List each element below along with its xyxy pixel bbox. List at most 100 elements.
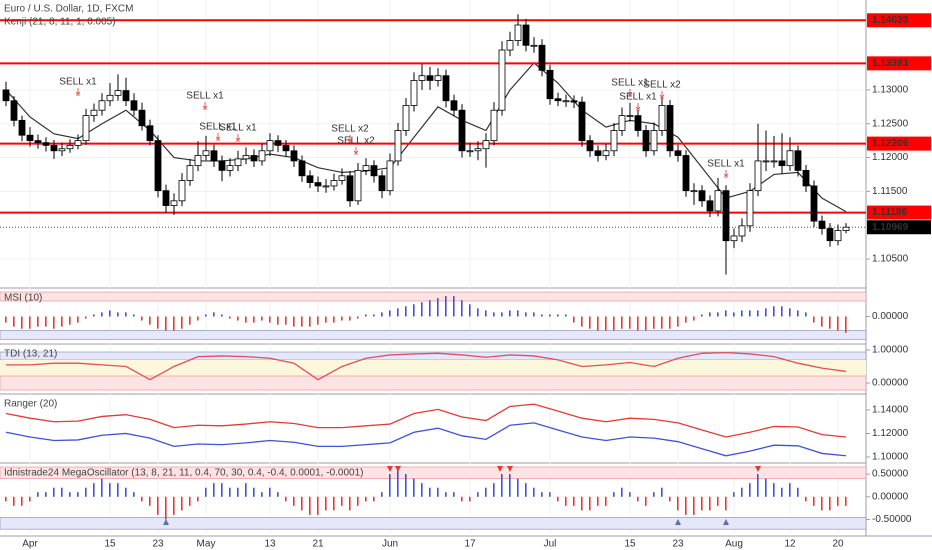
histogram-bar: [397, 469, 399, 497]
candle-body: [146, 125, 154, 142]
histogram-bar: [285, 496, 287, 502]
candle-body: [186, 165, 194, 181]
histogram-bar: [373, 314, 375, 317]
signal-arrow: [215, 133, 221, 141]
histogram-bar: [405, 306, 407, 317]
histogram-bar: [205, 314, 207, 317]
histogram-bar: [421, 302, 423, 317]
histogram-bar: [637, 316, 639, 331]
candle-body: [682, 155, 690, 192]
signal-arrow: [353, 147, 359, 155]
candle-body: [554, 98, 562, 102]
histogram-bar: [821, 316, 823, 327]
histogram-bar: [613, 316, 615, 331]
histogram-bar: [765, 478, 767, 497]
histogram-bar: [621, 487, 623, 497]
histogram-bar: [749, 483, 751, 497]
candle-body: [730, 235, 738, 242]
histogram-bar: [77, 492, 79, 497]
level-label-box: [867, 13, 931, 28]
histogram-bar: [429, 487, 431, 497]
histogram-bar: [45, 492, 47, 497]
histogram-bar: [605, 496, 607, 506]
signal-label: SELL x2: [331, 124, 369, 135]
candle-body: [50, 144, 58, 152]
histogram-bar: [149, 316, 151, 325]
histogram-bar: [389, 474, 391, 497]
histogram-bar: [45, 316, 47, 327]
candle-body: [546, 69, 554, 100]
pane-title: Idnistrade24 MegaOscillator (13, 8, 21, …: [4, 468, 363, 479]
buy-signal: [163, 519, 169, 525]
candle-body: [170, 200, 178, 206]
histogram-bar: [517, 478, 519, 497]
candle-body: [746, 190, 754, 227]
histogram-bar: [109, 310, 111, 317]
histogram-bar: [485, 487, 487, 497]
candle-body: [418, 75, 426, 81]
candle-body: [522, 24, 530, 46]
histogram-bar: [357, 496, 359, 506]
candle-body: [842, 226, 850, 231]
histogram-bar: [477, 308, 479, 317]
candle-body: [778, 160, 786, 167]
candle-body: [226, 165, 234, 171]
histogram-bar: [237, 487, 239, 497]
candle-body: [178, 180, 186, 202]
candle-body: [810, 185, 818, 222]
histogram-bar: [573, 496, 575, 506]
upper-zone: [0, 466, 867, 480]
histogram-bar: [381, 312, 383, 317]
histogram-bar: [757, 474, 759, 497]
signal-label: SELL x1: [219, 123, 257, 134]
candle-body: [314, 182, 322, 187]
candle-body: [450, 100, 458, 111]
candle-body: [458, 109, 466, 152]
histogram-bar: [669, 316, 671, 329]
histogram-bar: [101, 478, 103, 497]
histogram-bar: [277, 492, 279, 497]
candle-body: [378, 175, 386, 192]
y-tick-label: 1.00000: [872, 345, 909, 356]
histogram-bar: [469, 304, 471, 317]
histogram-bar: [309, 316, 311, 327]
histogram-bar: [261, 492, 263, 497]
candle-body: [266, 140, 274, 152]
histogram-bar: [125, 487, 127, 497]
pane-title: MSI (10): [4, 293, 42, 304]
candle-body: [202, 150, 210, 156]
histogram-bar: [805, 496, 807, 502]
candle-body: [578, 101, 586, 142]
histogram-bar: [749, 310, 751, 317]
histogram-bar: [717, 312, 719, 317]
candle-body: [386, 160, 394, 192]
y-tick-label: 0.00000: [872, 378, 909, 389]
histogram-bar: [725, 496, 727, 511]
histogram-bar: [781, 306, 783, 317]
candle-body: [130, 100, 138, 111]
candle-body: [322, 185, 330, 188]
y-tick-label: 1.12500: [872, 118, 909, 129]
candle-body: [594, 150, 602, 156]
candle-body: [346, 175, 354, 202]
histogram-bar: [365, 314, 367, 317]
histogram-bar: [581, 316, 583, 327]
candle-body: [74, 140, 82, 146]
last-price-box: [867, 220, 931, 235]
x-tick-label: 21: [312, 539, 324, 550]
histogram-bar: [437, 487, 439, 497]
histogram-bar: [501, 474, 503, 497]
candle-body: [642, 130, 650, 152]
candle-body: [834, 230, 842, 242]
pane-title: Ranger (20): [4, 399, 57, 410]
histogram-bar: [109, 483, 111, 497]
histogram-bar: [485, 310, 487, 317]
sell-signal: [497, 466, 503, 472]
candle-body: [154, 140, 162, 192]
histogram-bar: [445, 296, 447, 317]
histogram-bar: [533, 312, 535, 317]
y-tick-label: 1.10000: [872, 452, 909, 463]
histogram-bar: [517, 310, 519, 317]
indicator-line: [6, 351, 847, 381]
